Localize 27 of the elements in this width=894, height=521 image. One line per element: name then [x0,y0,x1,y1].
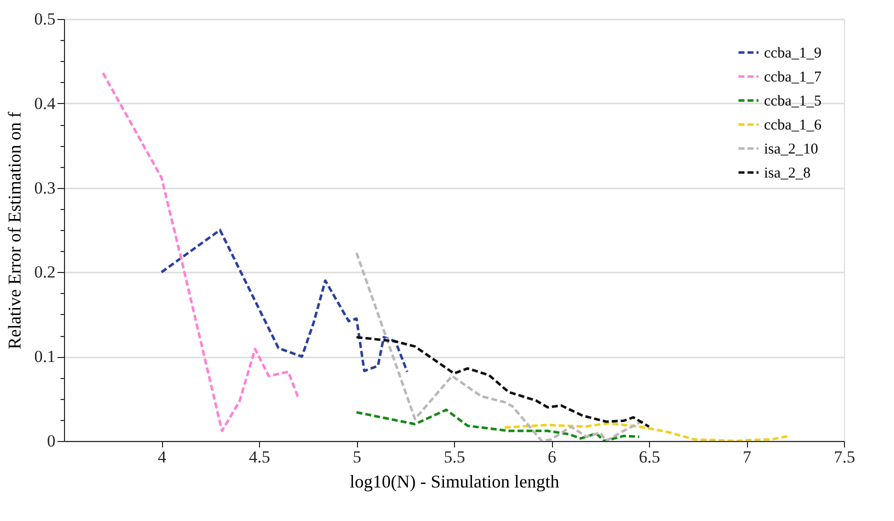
legend-label: ccba_1_6 [764,118,822,134]
line-series [102,72,300,432]
x-tick-label: 6.5 [638,448,660,466]
legend-label: ccba_1_5 [764,94,822,110]
x-tick-label: 7 [742,448,752,466]
x-tick-label: 6 [548,448,556,466]
x-tick-label: 5.5 [444,448,466,466]
legend-label: ccba_1_9 [764,46,822,62]
y-tick-label: 0.1 [34,347,56,366]
legend-label: ccba_1_7 [764,70,822,86]
legend-label: isa_2_10 [764,142,818,158]
line-series [355,336,650,428]
y-axis-title: Relative Error of Estimation on f [4,112,24,350]
y-tick-label: 0 [47,432,56,450]
line-series [355,252,644,441]
x-tick-label: 7.5 [834,448,856,466]
x-tick-label: 5 [352,448,362,466]
y-tick-label: 0.3 [34,178,56,198]
legend-label: isa_2_8 [764,166,811,182]
x-tick-label: 4 [158,448,167,466]
y-tick-label: 0.4 [34,94,56,113]
x-tick-label: 4.5 [248,448,270,466]
y-tick-label: 0.2 [34,262,56,282]
line-series [160,228,408,374]
x-axis-title: log10(N) - Simulation length [350,472,560,492]
y-tick-label: 0.5 [34,10,56,28]
line-series [355,408,640,441]
